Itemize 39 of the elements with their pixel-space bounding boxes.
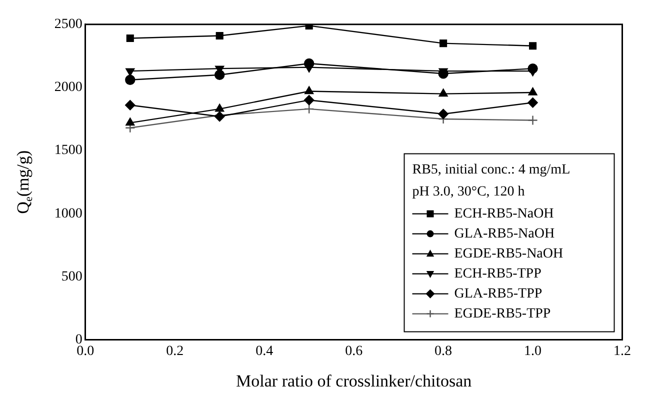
legend-title: RB5, initial conc.: 4 mg/mL pH 3.0, 30°C, 120 h [412, 162, 570, 200]
point [528, 98, 538, 108]
point [528, 115, 538, 126]
x-tick-label: 1.0 [524, 344, 542, 359]
point [125, 100, 136, 110]
legend-label: ECH-RB5-NaOH [454, 206, 554, 222]
point [126, 34, 134, 42]
legend-label: ECH-RB5-TPP [454, 266, 542, 282]
y-tick-label: 2500 [54, 17, 82, 32]
legend-label: GLA-RB5-TPP [454, 286, 542, 302]
point [440, 40, 448, 48]
x-tick-label: 1.2 [614, 344, 631, 359]
y-axis-title: Qe(mg/g) [13, 150, 35, 214]
legend-label: GLA-RB5-NaOH [454, 226, 555, 242]
point [304, 86, 314, 94]
y-tick-label: 1000 [54, 206, 82, 222]
point [438, 88, 448, 97]
y-tick-label: 500 [61, 269, 82, 284]
point [528, 42, 537, 50]
x-tick-label: 0.0 [76, 344, 94, 359]
point [214, 70, 225, 80]
point [438, 108, 448, 120]
x-tick-label: 0.2 [166, 344, 184, 359]
point [304, 104, 314, 114]
point [215, 104, 224, 112]
x-axis-title: Molar ratio of crosslinker/chitosan [236, 371, 472, 390]
y-tick-label: 1500 [54, 143, 82, 158]
legend-label: EGDE-RB5-TPP [454, 306, 551, 322]
x-tick-label: 0.6 [345, 344, 363, 359]
legend-label: EGDE-RB5-NaOH [454, 246, 564, 262]
point [125, 74, 136, 86]
point [528, 63, 538, 74]
point [528, 87, 538, 96]
point [216, 32, 224, 40]
y-tick-label: 2000 [54, 80, 82, 96]
x-tick-label: 0.4 [256, 344, 274, 359]
point [304, 94, 314, 106]
point [126, 118, 135, 126]
x-tick-label: 0.8 [434, 344, 452, 359]
